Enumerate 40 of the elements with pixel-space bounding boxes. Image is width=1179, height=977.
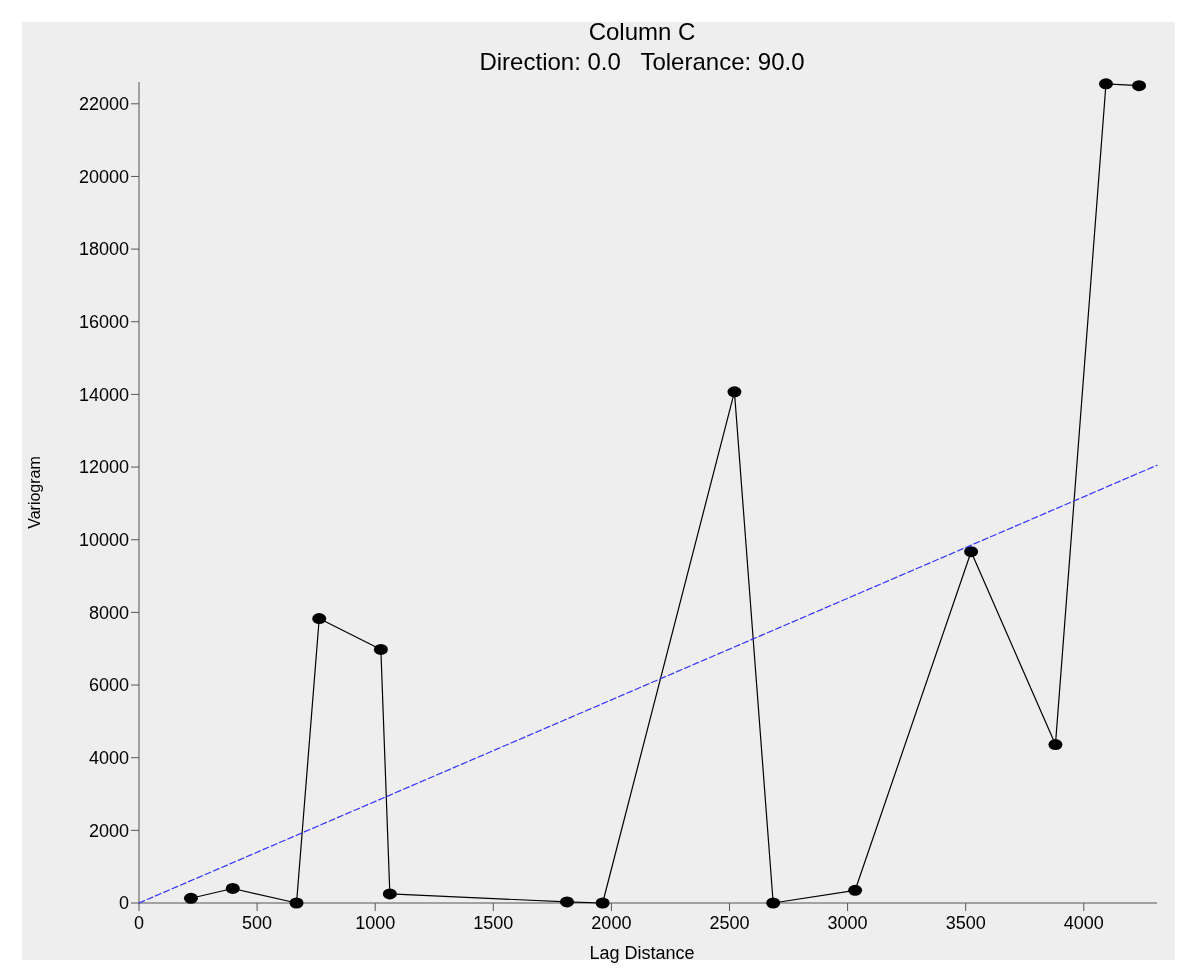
- point: [225, 882, 240, 894]
- y-tick-label: 18000: [78, 239, 129, 260]
- point: [312, 613, 327, 625]
- chart-title: Column C: [588, 18, 696, 45]
- point: [1098, 78, 1113, 90]
- point: [289, 897, 304, 909]
- x-tick-label: 2500: [709, 913, 750, 933]
- point: [1132, 80, 1147, 92]
- point: [848, 884, 863, 896]
- y-tick-label: 8000: [88, 602, 129, 623]
- x-tick-label: 1000: [355, 913, 396, 933]
- y-tick-label: 10000: [78, 530, 129, 551]
- y-tick-label: 0: [118, 893, 129, 914]
- y-tick-label: 20000: [78, 166, 129, 187]
- point: [964, 546, 979, 558]
- point: [727, 386, 742, 398]
- x-tick-label: 0: [133, 913, 145, 933]
- y-tick-label: 4000: [88, 747, 129, 768]
- point: [1048, 739, 1063, 751]
- x-tick-label: 500: [242, 913, 273, 933]
- point: [595, 897, 610, 909]
- y-tick-label: 22000: [78, 94, 129, 115]
- point: [559, 896, 574, 908]
- point: [766, 897, 781, 909]
- x-tick-label: 4000: [1063, 913, 1104, 933]
- x-tick-label: 2000: [591, 913, 632, 933]
- y-tick-label: 12000: [78, 457, 129, 478]
- y-axis-title: Variogram: [26, 456, 43, 529]
- point: [373, 643, 388, 655]
- point: [382, 888, 397, 900]
- y-tick-label: 6000: [88, 675, 129, 696]
- x-axis-title: Lag Distance: [589, 943, 695, 963]
- y-tick-label: 16000: [78, 312, 129, 333]
- y-tick-label: 2000: [88, 820, 129, 841]
- x-tick-label: 1500: [473, 913, 514, 933]
- x-tick-label: 3000: [827, 913, 868, 933]
- point: [183, 892, 198, 904]
- y-tick-label: 14000: [78, 384, 129, 405]
- x-tick-label: 3500: [945, 913, 986, 933]
- chart-subtitle: Direction: 0.0 Tolerance: 90.0: [479, 48, 805, 75]
